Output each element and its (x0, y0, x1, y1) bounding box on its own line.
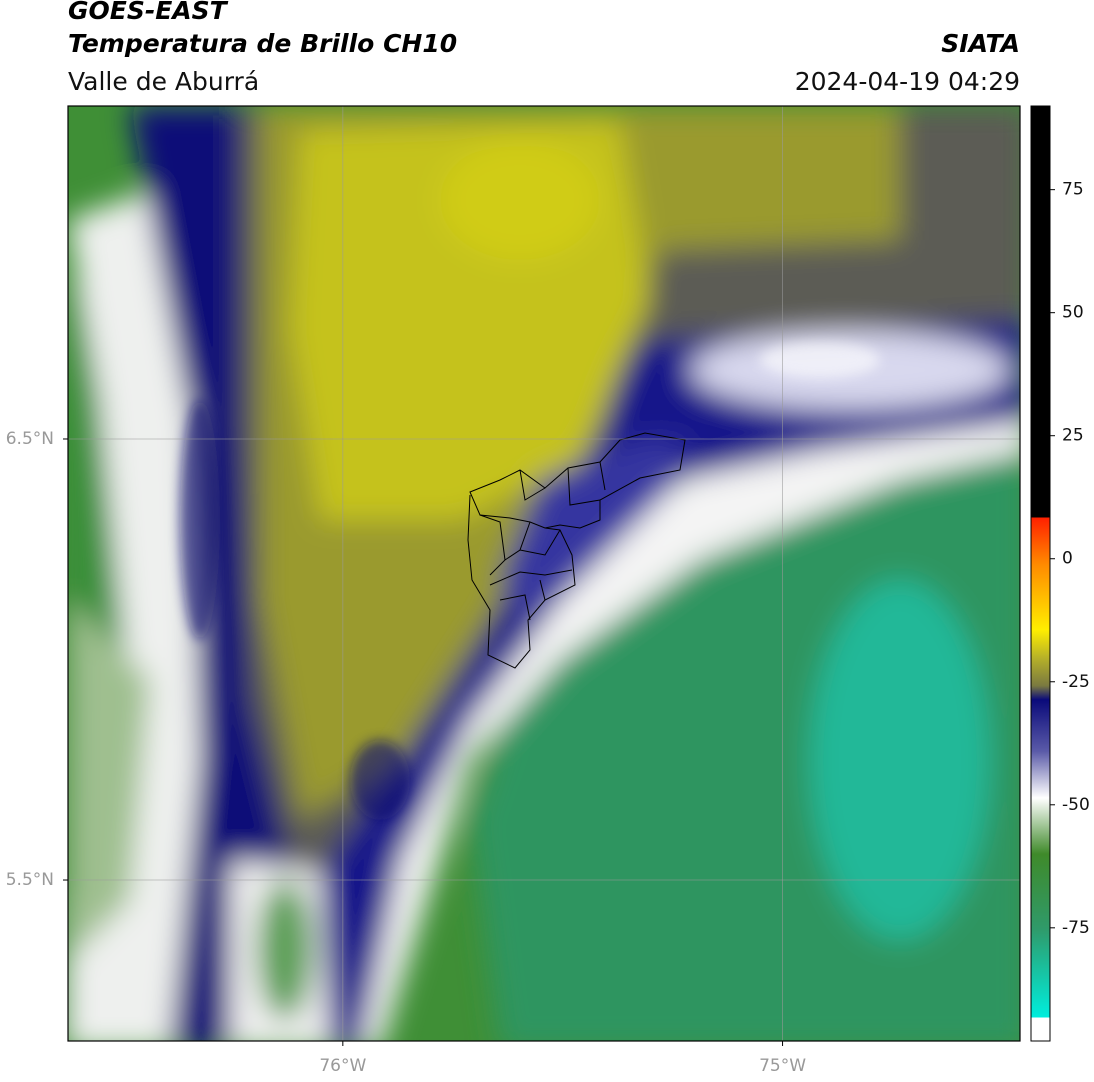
x-tick-label: 75°W (759, 1056, 806, 1076)
satellite-image (68, 106, 1020, 1041)
colorbar-tick-label: -75 (1062, 918, 1090, 938)
colorbar-tick-label: 0 (1062, 549, 1073, 569)
colorbar (1030, 105, 1051, 1042)
datetime: 2024-04-19 04:29 (795, 67, 1020, 96)
colorbar-tick-label: 50 (1062, 303, 1084, 323)
colorbar-tick-label: 25 (1062, 426, 1084, 446)
colorbar-tick-label: -25 (1062, 672, 1090, 692)
map-frame (67, 105, 1021, 1042)
municipality-boundaries (467, 432, 686, 669)
agency: SIATA (941, 29, 1020, 58)
title: GOES-EAST (68, 0, 229, 25)
x-tick-label: 76°W (319, 1056, 366, 1076)
graticule (68, 106, 1020, 1041)
region: Valle de Aburrá (68, 67, 259, 96)
subtitle: Temperatura de Brillo CH10 (68, 29, 457, 58)
colorbar-tick-label: -50 (1062, 795, 1090, 815)
y-tick-label: 6.5°N (6, 429, 54, 449)
colorbar-tick-label: 75 (1062, 180, 1084, 200)
y-tick-label: 5.5°N (6, 870, 54, 890)
